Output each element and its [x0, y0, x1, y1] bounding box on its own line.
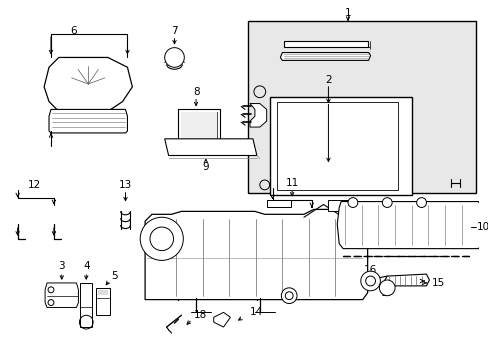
Circle shape [164, 48, 184, 67]
Text: 9: 9 [202, 162, 209, 172]
Text: 14: 14 [249, 307, 263, 318]
Polygon shape [45, 283, 78, 307]
Circle shape [253, 86, 265, 98]
Bar [266, 199, 290, 207]
Text: 1: 1 [344, 8, 351, 18]
Bar [247, 21, 475, 193]
Text: 3: 3 [59, 261, 65, 271]
Polygon shape [280, 53, 370, 60]
Text: 17: 17 [380, 288, 393, 298]
Circle shape [382, 198, 391, 207]
Polygon shape [284, 41, 367, 47]
Circle shape [379, 280, 394, 296]
Text: 6: 6 [70, 26, 77, 36]
Circle shape [259, 180, 269, 190]
Bar [181, 112, 216, 148]
Text: 8: 8 [192, 87, 199, 97]
Text: 2: 2 [325, 75, 331, 85]
Text: 5: 5 [111, 271, 117, 281]
Polygon shape [44, 58, 132, 111]
Circle shape [140, 217, 183, 260]
Text: 12: 12 [28, 180, 41, 190]
Text: 11: 11 [285, 178, 298, 188]
Polygon shape [337, 202, 481, 249]
Bar [178, 109, 219, 150]
Text: 10: 10 [475, 222, 488, 232]
Circle shape [347, 198, 357, 207]
Text: 15: 15 [430, 278, 444, 288]
Circle shape [281, 288, 296, 303]
Text: 7: 7 [171, 26, 178, 36]
Polygon shape [249, 104, 266, 127]
Text: 16: 16 [363, 265, 376, 275]
Bar [80, 283, 92, 327]
Polygon shape [164, 139, 256, 156]
Bar [269, 97, 411, 195]
Bar [96, 288, 110, 315]
Bar [181, 112, 216, 148]
Text: 4: 4 [83, 261, 89, 271]
Bar [328, 199, 352, 211]
Text: 18: 18 [194, 310, 207, 320]
Bar [277, 102, 397, 190]
Polygon shape [213, 312, 230, 327]
Bar [98, 290, 108, 295]
Circle shape [360, 271, 380, 291]
Polygon shape [145, 210, 367, 300]
Circle shape [416, 198, 426, 207]
Polygon shape [49, 109, 127, 133]
Polygon shape [384, 274, 428, 286]
Text: 13: 13 [119, 180, 132, 190]
